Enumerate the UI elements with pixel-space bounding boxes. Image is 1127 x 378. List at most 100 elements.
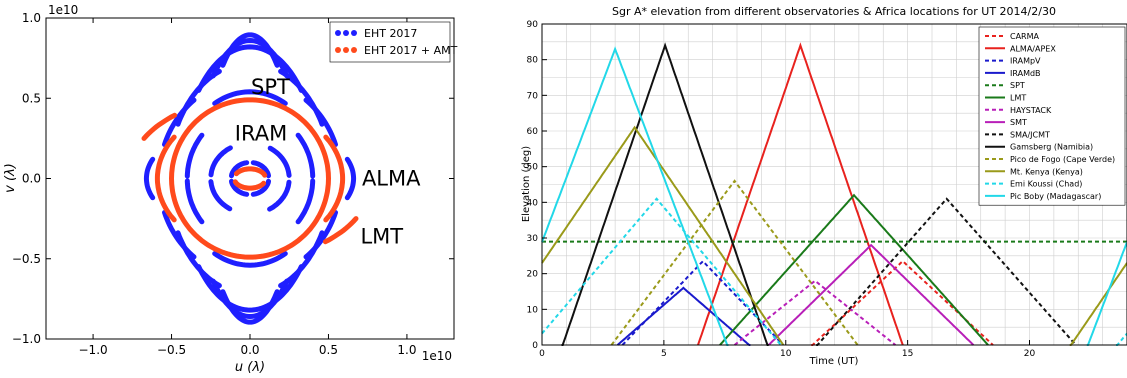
uv-x-tick-label: 0.0: [240, 343, 259, 357]
elevation-y-axis-label: Elevation (deg): [521, 146, 532, 222]
uv-y-tick-label: 0.0: [22, 172, 41, 186]
uv-legend: EHT 2017 EHT 2017 + AMT: [329, 21, 458, 63]
elevation-series-line: [733, 279, 897, 346]
uv-x-tick-label: −1.0: [79, 343, 108, 357]
uv-station-label: ALMA: [362, 167, 421, 191]
uv-y-tick-label: 1.0: [22, 11, 41, 25]
uv-track-eht2017: [303, 97, 338, 147]
uv-y-tick-label: −0.5: [12, 252, 41, 266]
elevation-legend-label: SPT: [1010, 81, 1025, 90]
elevation-y-tick-label: 40: [527, 198, 539, 208]
uv-legend-box: [329, 21, 451, 63]
uv-y-tick-label: 0.5: [22, 91, 41, 105]
elevation-x-axis-label: Time (UT): [809, 356, 859, 367]
elevation-chart-title: Sgr A* elevation from different observat…: [612, 5, 1056, 18]
uv-track-eht2017: [196, 264, 304, 313]
uv-track-amt: [232, 179, 267, 191]
elevation-x-ticks: 0 5 10 15 20: [539, 340, 1035, 359]
elevation-legend-label: Pico de Fogo (Cape Verde): [1010, 155, 1115, 164]
uv-track-eht2017: [229, 160, 250, 179]
elevation-y-tick-label: 30: [527, 234, 539, 244]
uv-y-tick-label: −1.0: [12, 332, 41, 346]
uv-tracks: [141, 32, 359, 325]
uv-track-eht2017: [212, 89, 288, 106]
uv-x-ticks: −1.0 −0.5 0.0 0.5 1.0: [79, 18, 416, 357]
elevation-x-tick-label: 20: [1024, 349, 1036, 359]
uv-y-multiplier: 1e10: [48, 3, 78, 17]
uv-track-eht2017: [162, 210, 197, 260]
elevation-legend: CARMA ALMA/APEX IRAMpV IRAMdB SPT LMT HAYSTACK…: [978, 26, 1126, 206]
uv-x-tick-label: 0.5: [319, 343, 338, 357]
elevation-chart: Sgr A* elevation from different observat…: [521, 5, 1127, 367]
elevation-y-ticks: 0 10 20 30 40 50 60 70 80 90: [527, 20, 547, 351]
uv-track-amt: [141, 112, 178, 141]
elevation-x-tick-label: 0: [539, 349, 545, 359]
elevation-legend-label: CARMA: [1010, 32, 1040, 41]
uv-x-axis-label: u (λ): [235, 360, 265, 375]
elevation-legend-label: ALMA/APEX: [1010, 44, 1056, 53]
uv-track-eht2017: [212, 251, 288, 268]
elevation-legend-label: SMA/JCMT: [1010, 130, 1050, 139]
elevation-y-tick-label: 0: [532, 341, 538, 351]
elevation-y-tick-label: 70: [527, 91, 539, 101]
elevation-legend-label: Pic Boby (Madagascar): [1010, 192, 1101, 201]
uv-track-eht2017: [208, 179, 233, 212]
elevation-y-tick-label: 20: [527, 270, 539, 280]
elevation-legend-label: Emi Koussi (Chad): [1010, 180, 1082, 189]
uv-station-label: IRAM: [235, 122, 287, 146]
uv-coverage-chart: −1.0 −0.5 0.0 0.5 1.0 −1.0 −0.5 0.0 0.5 1.0 1e10…: [3, 3, 458, 375]
uv-track-eht2017: [196, 44, 304, 93]
uv-station-label: SPT: [251, 75, 290, 99]
uv-plot-frame: [45, 17, 455, 340]
uv-track-eht2017: [250, 178, 271, 197]
uv-y-axis-label: v (λ): [3, 163, 18, 193]
elevation-series-line: [541, 46, 1127, 346]
uv-legend-marker-blue: [335, 30, 357, 36]
uv-track-eht2017: [162, 97, 197, 147]
uv-legend-label-eht2017-amt: EHT 2017 + AMT: [364, 44, 458, 57]
uv-annotations: SPT IRAM ALMA LMT: [235, 75, 421, 248]
elevation-legend-label: IRAMpV: [1010, 57, 1041, 66]
elevation-series-line: [541, 125, 1127, 346]
uv-x-tick-label: −0.5: [157, 343, 186, 357]
elevation-series-line: [610, 179, 859, 346]
elevation-series-line: [767, 243, 975, 346]
elevation-x-tick-label: 10: [780, 349, 792, 359]
elevation-legend-label: HAYSTACK: [1010, 106, 1052, 115]
elevation-legend-label: SMT: [1010, 118, 1027, 127]
elevation-x-tick-label: 5: [661, 349, 667, 359]
elevation-legend-label: Gamsberg (Namibia): [1010, 143, 1093, 152]
elevation-y-tick-label: 90: [527, 20, 539, 30]
elevation-y-tick-label: 50: [527, 163, 539, 173]
uv-track-amt: [322, 216, 359, 245]
uv-legend-marker-red: [335, 47, 357, 53]
elevation-y-tick-label: 60: [527, 127, 539, 137]
uv-track-eht2017: [143, 156, 156, 201]
uv-track-eht2017: [295, 132, 316, 179]
elevation-series-line: [561, 42, 769, 346]
uv-track-amt: [233, 166, 268, 178]
elevation-lines: [541, 42, 1127, 346]
uv-track-amt: [168, 97, 331, 260]
elevation-series-line: [616, 286, 751, 346]
elevation-plot-border: [541, 23, 1127, 346]
uv-x-tick-label: 1.0: [397, 343, 416, 357]
elevation-series-line: [816, 197, 1077, 346]
uv-station-label: LMT: [360, 224, 403, 248]
elevation-legend-label: IRAMdB: [1010, 69, 1041, 78]
elevation-y-tick-label: 80: [527, 56, 539, 66]
uv-track-eht2017: [344, 156, 357, 201]
uv-track-eht2017: [229, 178, 250, 197]
elevation-series-line: [719, 193, 989, 346]
uv-x-multiplier: 1e10: [422, 349, 452, 363]
uv-track-eht2017: [267, 179, 292, 212]
uv-legend-label-eht2017: EHT 2017: [364, 27, 417, 40]
elevation-series-line: [541, 197, 1127, 346]
elevation-legend-label: LMT: [1010, 94, 1026, 103]
elevation-y-tick-label: 10: [527, 305, 539, 315]
uv-track-eht2017: [208, 145, 233, 178]
uv-track-eht2017: [267, 145, 292, 178]
uv-track-eht2017: [184, 178, 205, 225]
elevation-x-tick-label: 15: [902, 349, 913, 359]
uv-y-ticks: −1.0 −0.5 0.0 0.5 1.0: [12, 11, 454, 346]
